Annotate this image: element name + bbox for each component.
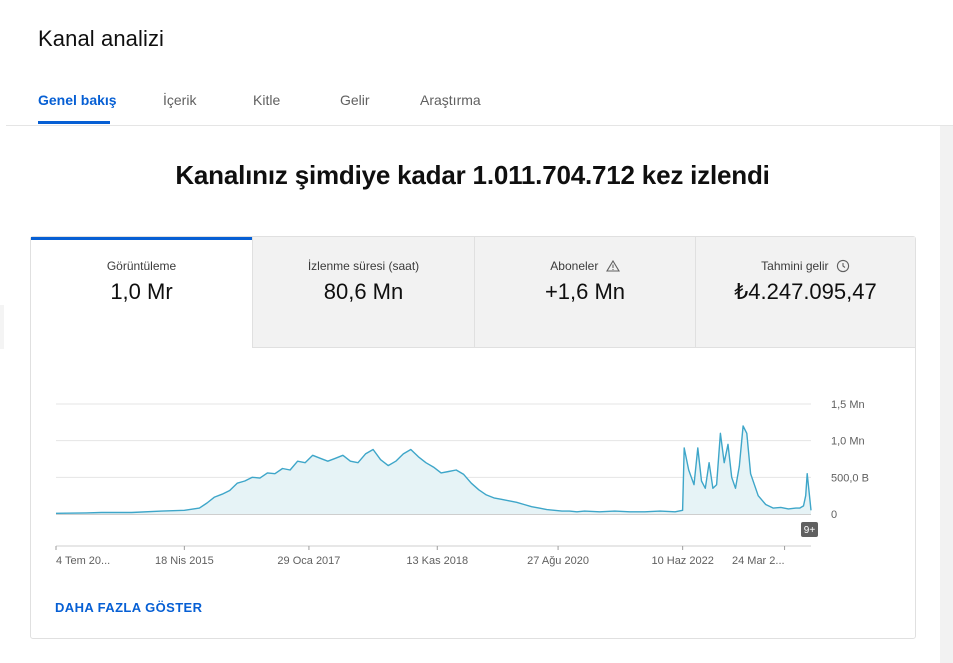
tab-audience[interactable]: Kitle <box>253 92 281 108</box>
scrollbar[interactable] <box>940 126 953 663</box>
tab-revenue[interactable]: Gelir <box>340 92 370 108</box>
x-tick-label: 4 Tem 20... <box>56 555 110 567</box>
metric-label-row: Aboneler <box>475 259 695 273</box>
metric-tab-watch-time[interactable]: İzlenme süresi (saat) 80,6 Mn <box>252 237 474 348</box>
y-tick-label: 1,0 Mn <box>831 436 865 448</box>
metric-label: Aboneler <box>550 259 599 273</box>
page-title: Kanal analizi <box>38 26 165 51</box>
metric-value: 1,0 Mr <box>110 279 173 304</box>
y-tick-label: 0 <box>831 509 837 521</box>
x-tick-label: 24 Mar 2... <box>732 555 785 567</box>
views-chart: 1,5 Mn 1,0 Mn 500,0 B 0 4 Tem 20... 18 Nis 20… <box>31 348 915 578</box>
warning-icon <box>605 259 620 272</box>
metric-label-row: Tahmini gelir <box>696 259 915 273</box>
total-views-headline: Kanalınız şimdiye kadar 1.011.704.712 ke… <box>175 160 770 190</box>
series-area <box>56 426 811 514</box>
metric-label: Tahmini gelir <box>761 259 829 273</box>
x-tick-label: 27 Ağu 2020 <box>527 555 589 567</box>
tab-content[interactable]: İçerik <box>163 92 197 108</box>
tab-research[interactable]: Araştırma <box>420 92 481 108</box>
more-annotations-badge <box>801 522 818 537</box>
tab-overview[interactable]: Genel bakış <box>38 92 117 108</box>
metric-label: İzlenme süresi (saat) <box>307 259 420 273</box>
x-tick-label: 10 Haz 2022 <box>651 555 713 567</box>
metric-label: Görüntüleme <box>106 259 177 273</box>
active-tab-indicator <box>38 121 110 124</box>
more-annotations-badge-label: 9+ <box>804 525 816 536</box>
metric-value: 80,6 Mn <box>323 279 404 304</box>
side-edge <box>0 305 4 349</box>
selected-metric-indicator <box>31 237 252 240</box>
header: Kanal analizi Genel bakış İçerik Kitle G… <box>6 0 953 126</box>
metric-tab-subscribers[interactable]: Aboneler +1,6 Mn <box>474 237 695 348</box>
clock-icon <box>836 259 849 273</box>
y-tick-label: 1,5 Mn <box>831 399 865 411</box>
metric-tab-views[interactable]: Görüntüleme 1,0 Mr <box>31 237 252 348</box>
overview-card: Görüntüleme 1,0 Mr İzlenme süresi (saat)… <box>30 236 916 639</box>
series-line <box>55 425 812 514</box>
metric-value: +1,6 Mn <box>544 279 626 304</box>
views-chart-svg: 1,5 Mn 1,0 Mn 500,0 B 0 4 Tem 20... 18 Nis 20… <box>55 399 869 567</box>
metric-value: ₺4.247.095,47 <box>734 279 877 304</box>
x-tick-label: 29 Oca 2017 <box>277 555 340 567</box>
y-tick-label: 500,0 B <box>831 472 869 484</box>
metric-tab-revenue[interactable]: Tahmini gelir ₺4.247.095,47 <box>695 237 915 348</box>
x-tick-label: 18 Nis 2015 <box>155 555 214 567</box>
show-more-button[interactable]: DAHA FAZLA GÖSTER <box>55 600 203 615</box>
x-tick-label: 13 Kas 2018 <box>406 555 468 567</box>
